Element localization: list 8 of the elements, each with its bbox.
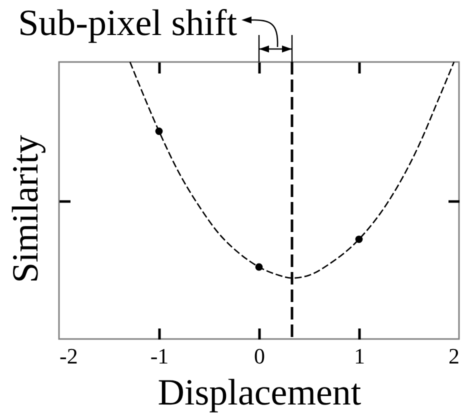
x-tick-label: -2 — [60, 344, 78, 368]
x-axis-title: Displacement — [158, 372, 362, 414]
x-tick-label: 2 — [448, 344, 460, 368]
x-tick-label: 0 — [254, 344, 265, 368]
x-tick-label: -1 — [150, 344, 169, 368]
x-tick-label: 1 — [354, 344, 365, 368]
text: Sub-pixel shift — [18, 3, 238, 44]
y-axis-title: Similarity — [5, 134, 46, 283]
